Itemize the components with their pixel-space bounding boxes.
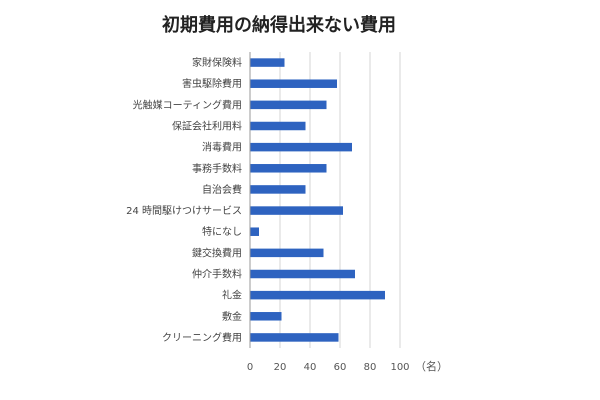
category-label: 事務手数料 bbox=[192, 162, 242, 175]
category-label: 24 時間駆けつけサービス bbox=[126, 205, 242, 217]
bar bbox=[250, 290, 385, 300]
bar bbox=[250, 333, 339, 342]
category-label: 鍵交換費用 bbox=[192, 246, 242, 259]
gridlines bbox=[279, 52, 401, 348]
x-tick-label: 40 bbox=[304, 362, 317, 373]
x-tick-labels: 0 20 40 60 80 100 bbox=[247, 362, 410, 373]
x-tick-label: 20 bbox=[274, 362, 287, 373]
x-tick-label: 100 bbox=[390, 362, 409, 373]
chart-title: 初期費用の納得出来ない費用 bbox=[162, 14, 396, 36]
bar bbox=[250, 142, 352, 152]
category-label: 光触媒コーティング費用 bbox=[133, 98, 242, 111]
category-label: 害虫駆除費用 bbox=[182, 77, 242, 90]
bars bbox=[250, 58, 385, 342]
x-tick-label: 80 bbox=[364, 362, 377, 373]
bar bbox=[250, 164, 327, 173]
bar bbox=[250, 269, 355, 279]
bar bbox=[250, 206, 343, 215]
x-tick-label: 60 bbox=[334, 362, 347, 373]
category-label: 礼金 bbox=[222, 289, 242, 302]
bar bbox=[250, 121, 306, 131]
category-label: 特になし bbox=[202, 226, 242, 238]
category-label: 家財保険料 bbox=[192, 56, 242, 69]
bar bbox=[250, 185, 306, 194]
category-label: 敷金 bbox=[222, 310, 242, 323]
bar bbox=[250, 227, 259, 236]
bar bbox=[250, 79, 337, 88]
bar bbox=[250, 312, 282, 321]
bar bbox=[250, 58, 285, 67]
category-label: クリーニング費用 bbox=[162, 331, 242, 344]
category-labels: 家財保険料害虫駆除費用光触媒コーティング費用保証会社利用料消毒費用事務手数料自治… bbox=[126, 56, 242, 344]
x-tick-label: 0 bbox=[247, 362, 253, 373]
category-label: 仲介手数料 bbox=[192, 268, 242, 281]
unit-label: （名） bbox=[415, 359, 448, 373]
category-label: 消毒費用 bbox=[202, 141, 242, 154]
bar bbox=[250, 100, 327, 110]
category-label: 自治会費 bbox=[202, 183, 242, 196]
category-label: 保証会社利用料 bbox=[172, 120, 242, 133]
bar bbox=[250, 248, 324, 258]
